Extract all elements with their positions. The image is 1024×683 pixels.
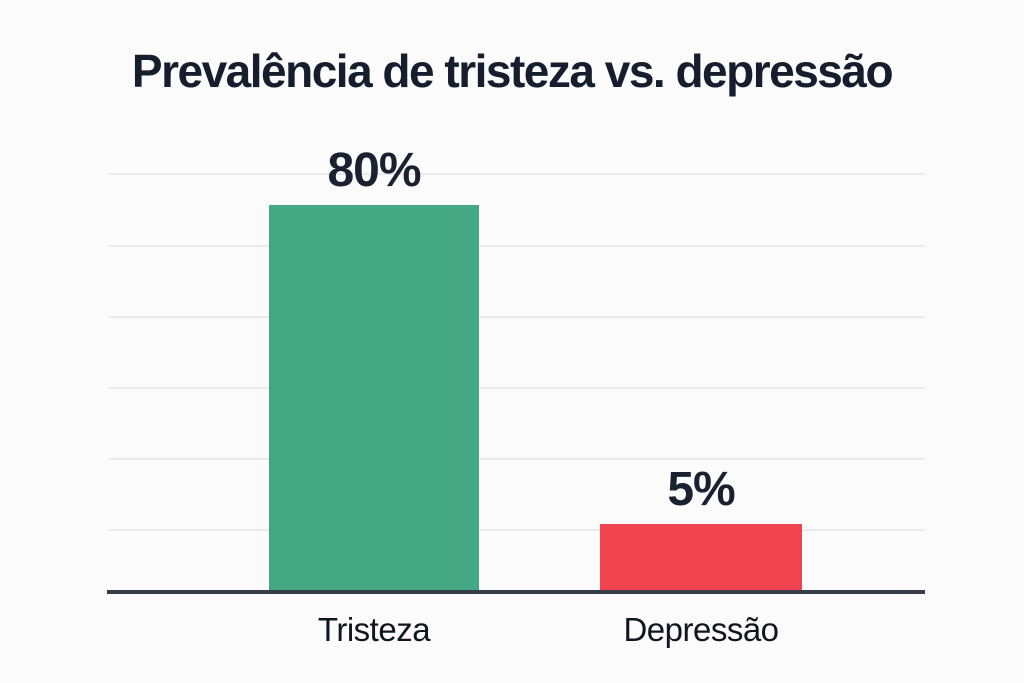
category-label-tristeza: Tristeza <box>317 611 431 648</box>
x-axis-line <box>107 590 925 594</box>
bar-depressao <box>600 524 802 592</box>
gridline <box>109 458 925 460</box>
category-label-depressao: Depressão <box>623 611 779 648</box>
gridline <box>109 245 925 247</box>
gridline <box>109 316 925 318</box>
value-label-tristeza: 80% <box>327 144 421 197</box>
chart-title: Prevalência de tristeza vs. depressão <box>131 45 894 97</box>
gridline <box>109 387 925 389</box>
gridline <box>109 173 925 175</box>
value-label-depressao: 5% <box>667 463 735 516</box>
bar-tristeza <box>269 205 479 592</box>
gridline <box>109 529 925 531</box>
